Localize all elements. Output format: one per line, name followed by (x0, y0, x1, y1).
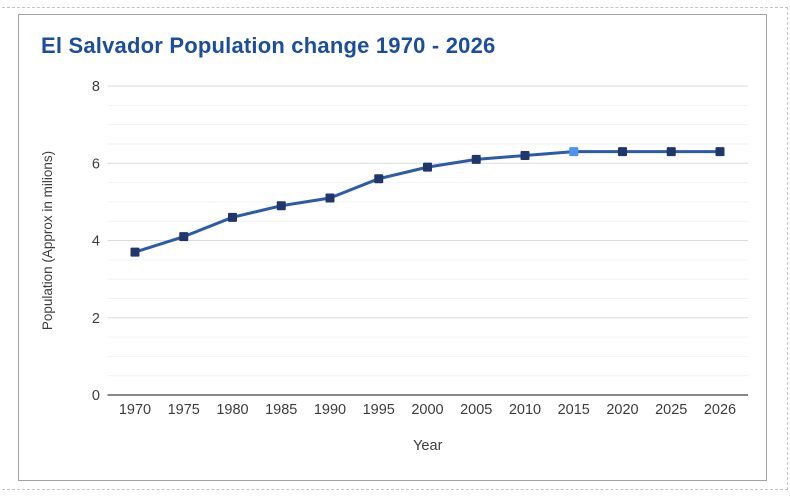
y-axis-title: Population (Approx in milions) (40, 151, 55, 330)
chart-card[interactable]: El Salvador Population change 1970 - 202… (18, 14, 767, 481)
data-point-1985[interactable] (276, 201, 286, 211)
data-point-1975[interactable] (179, 232, 189, 242)
data-point-2010[interactable] (520, 151, 530, 161)
x-tick-label: 2000 (411, 402, 443, 418)
x-tick-label: 1975 (168, 402, 200, 418)
data-point-2025[interactable] (666, 147, 676, 157)
y-tick-label: 6 (92, 156, 100, 172)
data-point-1970[interactable] (130, 247, 140, 257)
data-point-2000[interactable] (423, 162, 432, 172)
x-tick-label: 1990 (314, 402, 346, 418)
data-point-2020[interactable] (618, 147, 627, 157)
y-tick-label: 8 (92, 79, 100, 95)
x-tick-label: 2026 (704, 402, 736, 418)
x-axis-title: Year (413, 438, 442, 454)
x-tick-label: 1970 (119, 402, 151, 418)
data-point-1980[interactable] (228, 212, 237, 222)
data-point-2015-highlighted[interactable] (569, 147, 579, 157)
x-tick-label: 2005 (460, 402, 492, 418)
x-tick-label: 2020 (606, 402, 638, 418)
y-tick-label: 2 (92, 311, 100, 327)
y-tick-label: 4 (92, 234, 100, 250)
chart-title: El Salvador Population change 1970 - 202… (41, 33, 496, 58)
data-point-1995[interactable] (374, 174, 384, 184)
y-tick-label: 0 (92, 388, 100, 404)
data-point-2005[interactable] (471, 154, 481, 164)
x-tick-label: 2015 (558, 402, 590, 418)
data-point-1990[interactable] (325, 193, 335, 203)
x-tick-label: 1995 (363, 402, 395, 418)
x-tick-label: 2025 (655, 402, 687, 418)
data-point-2026[interactable] (715, 147, 725, 157)
x-tick-label: 1985 (265, 402, 297, 418)
x-tick-label: 2010 (509, 402, 541, 418)
x-tick-label: 1980 (216, 402, 248, 418)
